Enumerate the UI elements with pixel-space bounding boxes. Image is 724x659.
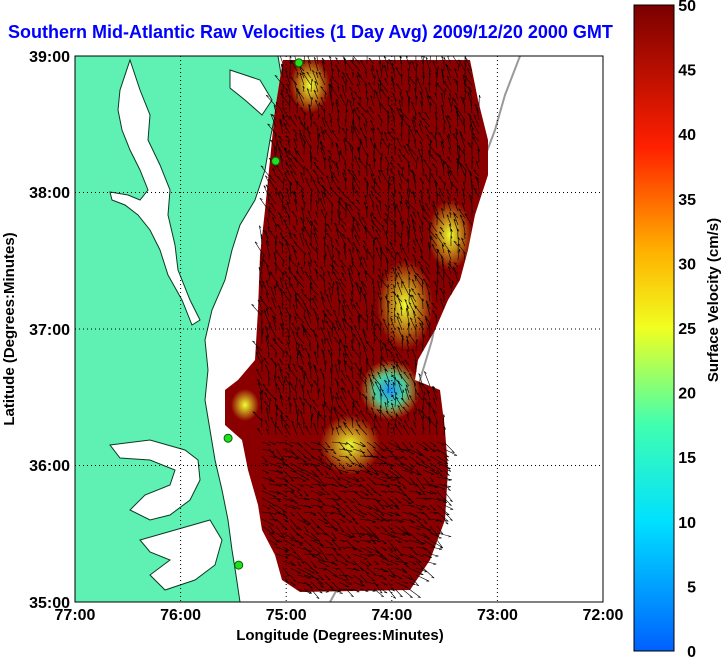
- colorbar-tick-label: 0: [687, 644, 696, 659]
- velocity-vector-arrows: [251, 56, 481, 599]
- x-tick-label: 74:00: [371, 607, 412, 624]
- x-tick-label: 72:00: [583, 607, 624, 624]
- colorbar-tick-label: 45: [678, 63, 696, 80]
- y-tick-label: 36:00: [29, 458, 70, 475]
- colorbar-tick-label: 35: [678, 192, 696, 209]
- plot-frame: [74, 55, 604, 603]
- y-tick-label: 38:00: [29, 185, 70, 202]
- x-axis-label: Longitude (Degrees:Minutes): [236, 627, 444, 644]
- map-title: Southern Mid-Atlantic Raw Velocities (1 …: [8, 22, 613, 42]
- grid-lines: [75, 56, 603, 602]
- velocity-field: [225, 60, 488, 592]
- colorbar-tick-label: 10: [678, 515, 696, 532]
- albemarle-sound: [109, 439, 201, 521]
- colorbar-tick-label: 40: [678, 127, 696, 144]
- x-tick-label: 75:00: [266, 607, 307, 624]
- land-mass: [75, 56, 283, 602]
- delaware-bay: [229, 69, 273, 116]
- velocity-vectors: [251, 56, 481, 599]
- velocity-hotspot: [360, 360, 420, 420]
- radar-station-marker: [234, 560, 244, 570]
- colorbar-tick-label: 25: [678, 321, 696, 338]
- y-tick-label: 39:00: [29, 49, 70, 66]
- colorbar-tick-label: 30: [678, 256, 696, 273]
- colorbar: 50 45 40 35 30 25 20 15 10 5 0 Surface V…: [633, 0, 722, 659]
- y-axis: 39:00 38:00 37:00 36:00 35:00 Latitude (…: [1, 49, 70, 612]
- colorbar-label: Surface Velocity (cm/s): [705, 218, 722, 382]
- colorbar-tick-label: 15: [678, 450, 696, 467]
- y-tick-label: 37:00: [29, 322, 70, 339]
- radar-stations: [223, 58, 304, 570]
- colorbar-scale: [633, 4, 675, 652]
- velocity-hotspot: [231, 389, 259, 421]
- x-tick-label: 77:00: [55, 607, 96, 624]
- radar-station-marker: [294, 58, 304, 68]
- x-tick-label: 73:00: [477, 607, 518, 624]
- y-tick-label: 35:00: [29, 595, 70, 612]
- colorbar-tick-label: 50: [678, 0, 696, 15]
- colorbar-tick-label: 5: [687, 579, 696, 596]
- x-axis: 77:00 76:00 75:00 74:00 73:00 72:00 Long…: [55, 607, 624, 644]
- radar-station-marker: [223, 433, 233, 443]
- y-axis-label: Latitude (Degrees:Minutes): [1, 232, 18, 425]
- colorbar-tick-label: 20: [678, 386, 696, 403]
- pamlico-sound: [139, 519, 223, 591]
- velocity-hotspot: [290, 57, 330, 113]
- radar-station-marker: [271, 156, 281, 166]
- x-tick-label: 76:00: [160, 607, 201, 624]
